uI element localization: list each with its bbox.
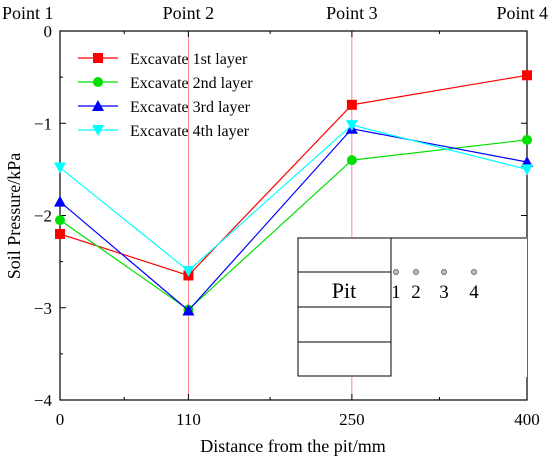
sensor-dot xyxy=(392,268,399,275)
series-4 xyxy=(54,120,533,277)
y-tick-label: −4 xyxy=(34,391,53,410)
y-tick-label: −1 xyxy=(34,114,52,133)
data-point xyxy=(521,164,533,176)
series-line xyxy=(59,139,528,311)
series-line xyxy=(59,124,528,272)
legend: Excavate 1st layer Excavate 2nd layer Exca… xyxy=(78,51,253,140)
y-tick-label: −2 xyxy=(34,207,52,226)
pit-label: Pit xyxy=(332,278,356,303)
data-point xyxy=(55,215,65,226)
legend-item: Excavate 1st layer xyxy=(78,51,248,68)
data-point xyxy=(54,195,66,207)
legend-marker xyxy=(93,53,103,63)
data-point xyxy=(346,99,357,110)
legend-label: Excavate 1st layer xyxy=(130,51,248,68)
legend-marker xyxy=(93,77,103,87)
data-point xyxy=(55,228,65,239)
point-label: Point 4 xyxy=(496,3,548,23)
legend-item: Excavate 4th layer xyxy=(78,123,250,140)
data-point xyxy=(182,304,195,316)
y-tick-label: −3 xyxy=(34,299,52,318)
series-line xyxy=(59,74,528,277)
y-axis-title: Soil Pressure/kPa xyxy=(4,153,24,280)
sensor-label: 3 xyxy=(439,282,449,303)
y-tick-label: 0 xyxy=(44,22,53,41)
series-layer xyxy=(54,70,533,316)
x-tick-label: 110 xyxy=(176,410,201,429)
data-point xyxy=(182,265,195,277)
data-point xyxy=(345,120,358,132)
x-tick-label: 400 xyxy=(514,410,540,429)
data-point xyxy=(522,134,532,145)
legend-label: Excavate 3rd layer xyxy=(130,99,251,116)
point-label: Point 1 xyxy=(2,3,54,23)
series-line xyxy=(59,128,528,312)
legend-item: Excavate 2nd layer xyxy=(78,75,253,92)
sensor-dot xyxy=(470,268,477,275)
point-label: Point 3 xyxy=(326,3,378,23)
sensor-label: 1 xyxy=(391,282,401,303)
sensor-label: 2 xyxy=(411,282,421,303)
data-point xyxy=(346,155,357,166)
point-labels: Point 1 Point 2 Point 3 Point 4 xyxy=(2,3,548,23)
x-tick-label: 250 xyxy=(339,410,365,429)
sensor-dot xyxy=(412,268,419,275)
point-label: Point 2 xyxy=(163,3,215,23)
legend-label: Excavate 2nd layer xyxy=(130,75,253,92)
legend-item: Excavate 3rd layer xyxy=(78,99,251,116)
sensor-dot xyxy=(440,268,447,275)
data-point xyxy=(54,162,66,174)
data-point xyxy=(522,70,532,81)
x-axis-title: Distance from the pit/mm xyxy=(200,436,385,456)
legend-marker xyxy=(92,125,104,136)
x-tick-label: 0 xyxy=(56,410,65,429)
legend-label: Excavate 4th layer xyxy=(130,123,250,140)
sensor-label: 4 xyxy=(469,282,479,303)
legend-marker xyxy=(92,100,104,111)
x-axis: 0 110 250 400 xyxy=(56,31,540,429)
data-point xyxy=(521,155,533,167)
